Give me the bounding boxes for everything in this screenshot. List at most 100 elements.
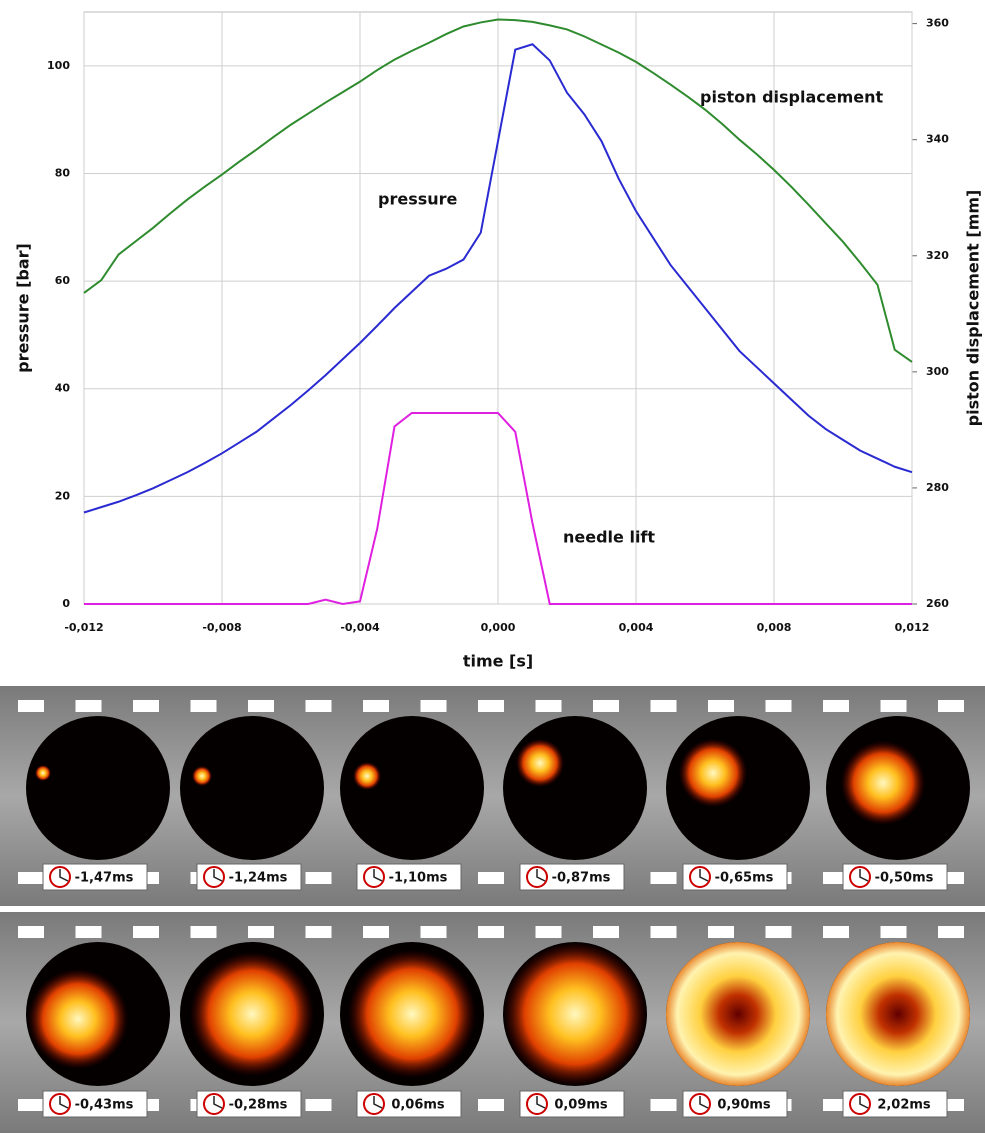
perforation	[708, 926, 734, 938]
x-tick-label: 0,012	[895, 621, 930, 634]
perforation	[650, 1099, 677, 1111]
perforation	[75, 926, 102, 938]
perforation	[535, 700, 562, 712]
y2-tick-label: 280	[926, 481, 949, 494]
time-label: -0,65ms	[715, 871, 774, 886]
clock-hands	[699, 1096, 709, 1109]
clock-hands	[59, 869, 69, 882]
series-line	[83, 18, 913, 363]
perforation	[593, 926, 619, 938]
x-tick-label: 0,000	[481, 621, 516, 634]
x-axis-title: time [s]	[463, 652, 533, 671]
clock-hands	[859, 869, 869, 882]
perforation	[363, 926, 389, 938]
y2-axis-title: piston displacement [mm]	[964, 190, 983, 427]
perforation	[75, 700, 102, 712]
frame	[180, 716, 324, 860]
perforation	[478, 926, 504, 938]
y2-tick-label: 260	[926, 597, 949, 610]
series-line	[84, 411, 912, 606]
perforation	[363, 700, 389, 712]
series-label: pressure	[378, 190, 458, 209]
clock-hands	[536, 1096, 546, 1109]
series-line	[83, 43, 913, 514]
flame	[192, 766, 212, 786]
flame	[190, 952, 314, 1076]
perforation	[305, 1099, 332, 1111]
series-label: piston displacement	[700, 88, 884, 107]
time-label: -1,47ms	[75, 871, 134, 886]
clock-hands	[59, 1096, 69, 1109]
clock-hands	[373, 1096, 383, 1109]
perforation	[18, 1099, 44, 1111]
clock-hands	[213, 869, 223, 882]
y-tick-label: 100	[47, 59, 70, 72]
x-tick-label: 0,008	[757, 621, 792, 634]
time-label: 0,09ms	[554, 1098, 608, 1113]
perforation	[478, 700, 504, 712]
perforation	[478, 872, 504, 884]
y2-tick-label: 300	[926, 365, 949, 378]
y-tick-label: 40	[55, 382, 71, 395]
flame	[503, 942, 647, 1086]
perforation	[248, 700, 274, 712]
y-tick-label: 60	[55, 274, 71, 287]
perforation	[880, 700, 907, 712]
perforation	[18, 926, 44, 938]
perforation	[535, 926, 562, 938]
y-tick-label: 80	[55, 166, 71, 179]
perforation	[593, 700, 619, 712]
perforation	[190, 700, 217, 712]
perforation	[765, 700, 792, 712]
time-label: 0,90ms	[717, 1098, 771, 1113]
time-label: -0,50ms	[875, 871, 934, 886]
perforation	[938, 700, 964, 712]
time-label: -0,28ms	[229, 1098, 288, 1113]
perforation	[18, 872, 44, 884]
flame	[679, 739, 747, 807]
clock-hands	[536, 869, 546, 882]
y-axis-title: pressure [bar]	[14, 243, 33, 373]
y2-tick-label: 340	[926, 133, 949, 146]
time-label: -1,24ms	[229, 871, 288, 886]
perforation	[305, 926, 332, 938]
flame	[516, 739, 564, 787]
perforation	[765, 926, 792, 938]
flame	[348, 950, 476, 1078]
perforation	[133, 700, 159, 712]
flame	[28, 969, 128, 1069]
perforation	[420, 926, 447, 938]
x-tick-label: -0,004	[340, 621, 380, 634]
perforation	[823, 700, 849, 712]
perforation	[650, 700, 677, 712]
time-label: -0,87ms	[552, 871, 611, 886]
clock-hands	[373, 869, 383, 882]
perforation	[305, 872, 332, 884]
frame	[503, 716, 647, 860]
perforation	[650, 926, 677, 938]
time-label: 2,02ms	[877, 1098, 931, 1113]
x-tick-label: -0,008	[202, 621, 241, 634]
perforation	[18, 700, 44, 712]
flame	[666, 942, 810, 1086]
frame	[340, 716, 484, 860]
perforation	[305, 700, 332, 712]
flame	[826, 942, 970, 1086]
flame	[35, 765, 51, 781]
time-label: -1,10ms	[389, 871, 448, 886]
perforation	[248, 926, 274, 938]
x-tick-label: 0,004	[619, 621, 654, 634]
y2-tick-label: 320	[926, 249, 949, 262]
perforation	[420, 700, 447, 712]
perforation	[938, 926, 964, 938]
flame	[841, 741, 925, 825]
perforation	[823, 926, 849, 938]
perforation	[133, 926, 159, 938]
clock-hands	[213, 1096, 223, 1109]
perforation	[190, 926, 217, 938]
series-label: needle lift	[563, 528, 655, 547]
y2-tick-label: 360	[926, 17, 949, 30]
clock-hands	[699, 869, 709, 882]
y-tick-label: 0	[62, 597, 70, 610]
